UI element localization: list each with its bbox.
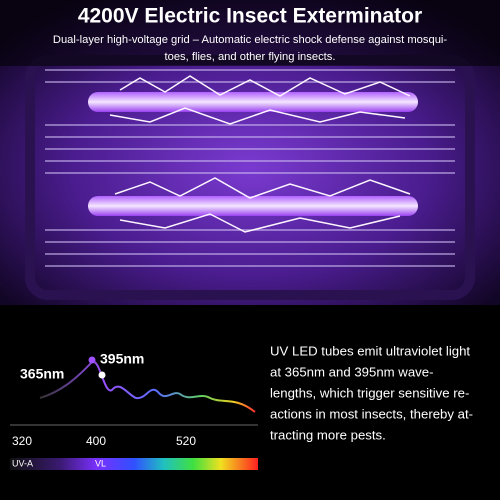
band-label: VL: [95, 458, 106, 468]
peak-label: 395nm: [100, 351, 144, 367]
uv-tube: [88, 92, 418, 112]
title: 4200V Electric Insect Exterminator: [78, 5, 422, 28]
description: UV LED tubes emit ultraviolet light at 3…: [270, 343, 473, 442]
peak-dot: [88, 356, 96, 364]
spectrum-curve: [39, 360, 256, 413]
description-line: lengths, which trigger sensitive re-: [270, 385, 469, 400]
spectrum-bar: [10, 458, 258, 470]
band-label: UV-A: [12, 458, 33, 468]
description-line: tracting more pests.: [270, 427, 386, 442]
grid: [45, 69, 455, 267]
peak-label: 365nm: [20, 366, 64, 382]
description-line: at 365nm and 395nm wave-: [270, 364, 433, 379]
description-line: actions in most insects, thereby at-: [270, 406, 473, 421]
uv-tube: [88, 196, 418, 216]
description-line: UV LED tubes emit ultraviolet light: [270, 343, 470, 358]
subtitle: Dual-layer high-voltage grid – Automatic…: [53, 34, 448, 46]
axis-label: 400: [86, 434, 106, 448]
subtitle: toes, flies, and other flying insects.: [164, 51, 335, 63]
axis-label: 520: [176, 434, 196, 448]
peak-dot: [98, 371, 106, 379]
axis-label: 320: [12, 434, 32, 448]
header-shade: [0, 0, 500, 66]
electric-arcs: [109, 75, 411, 233]
